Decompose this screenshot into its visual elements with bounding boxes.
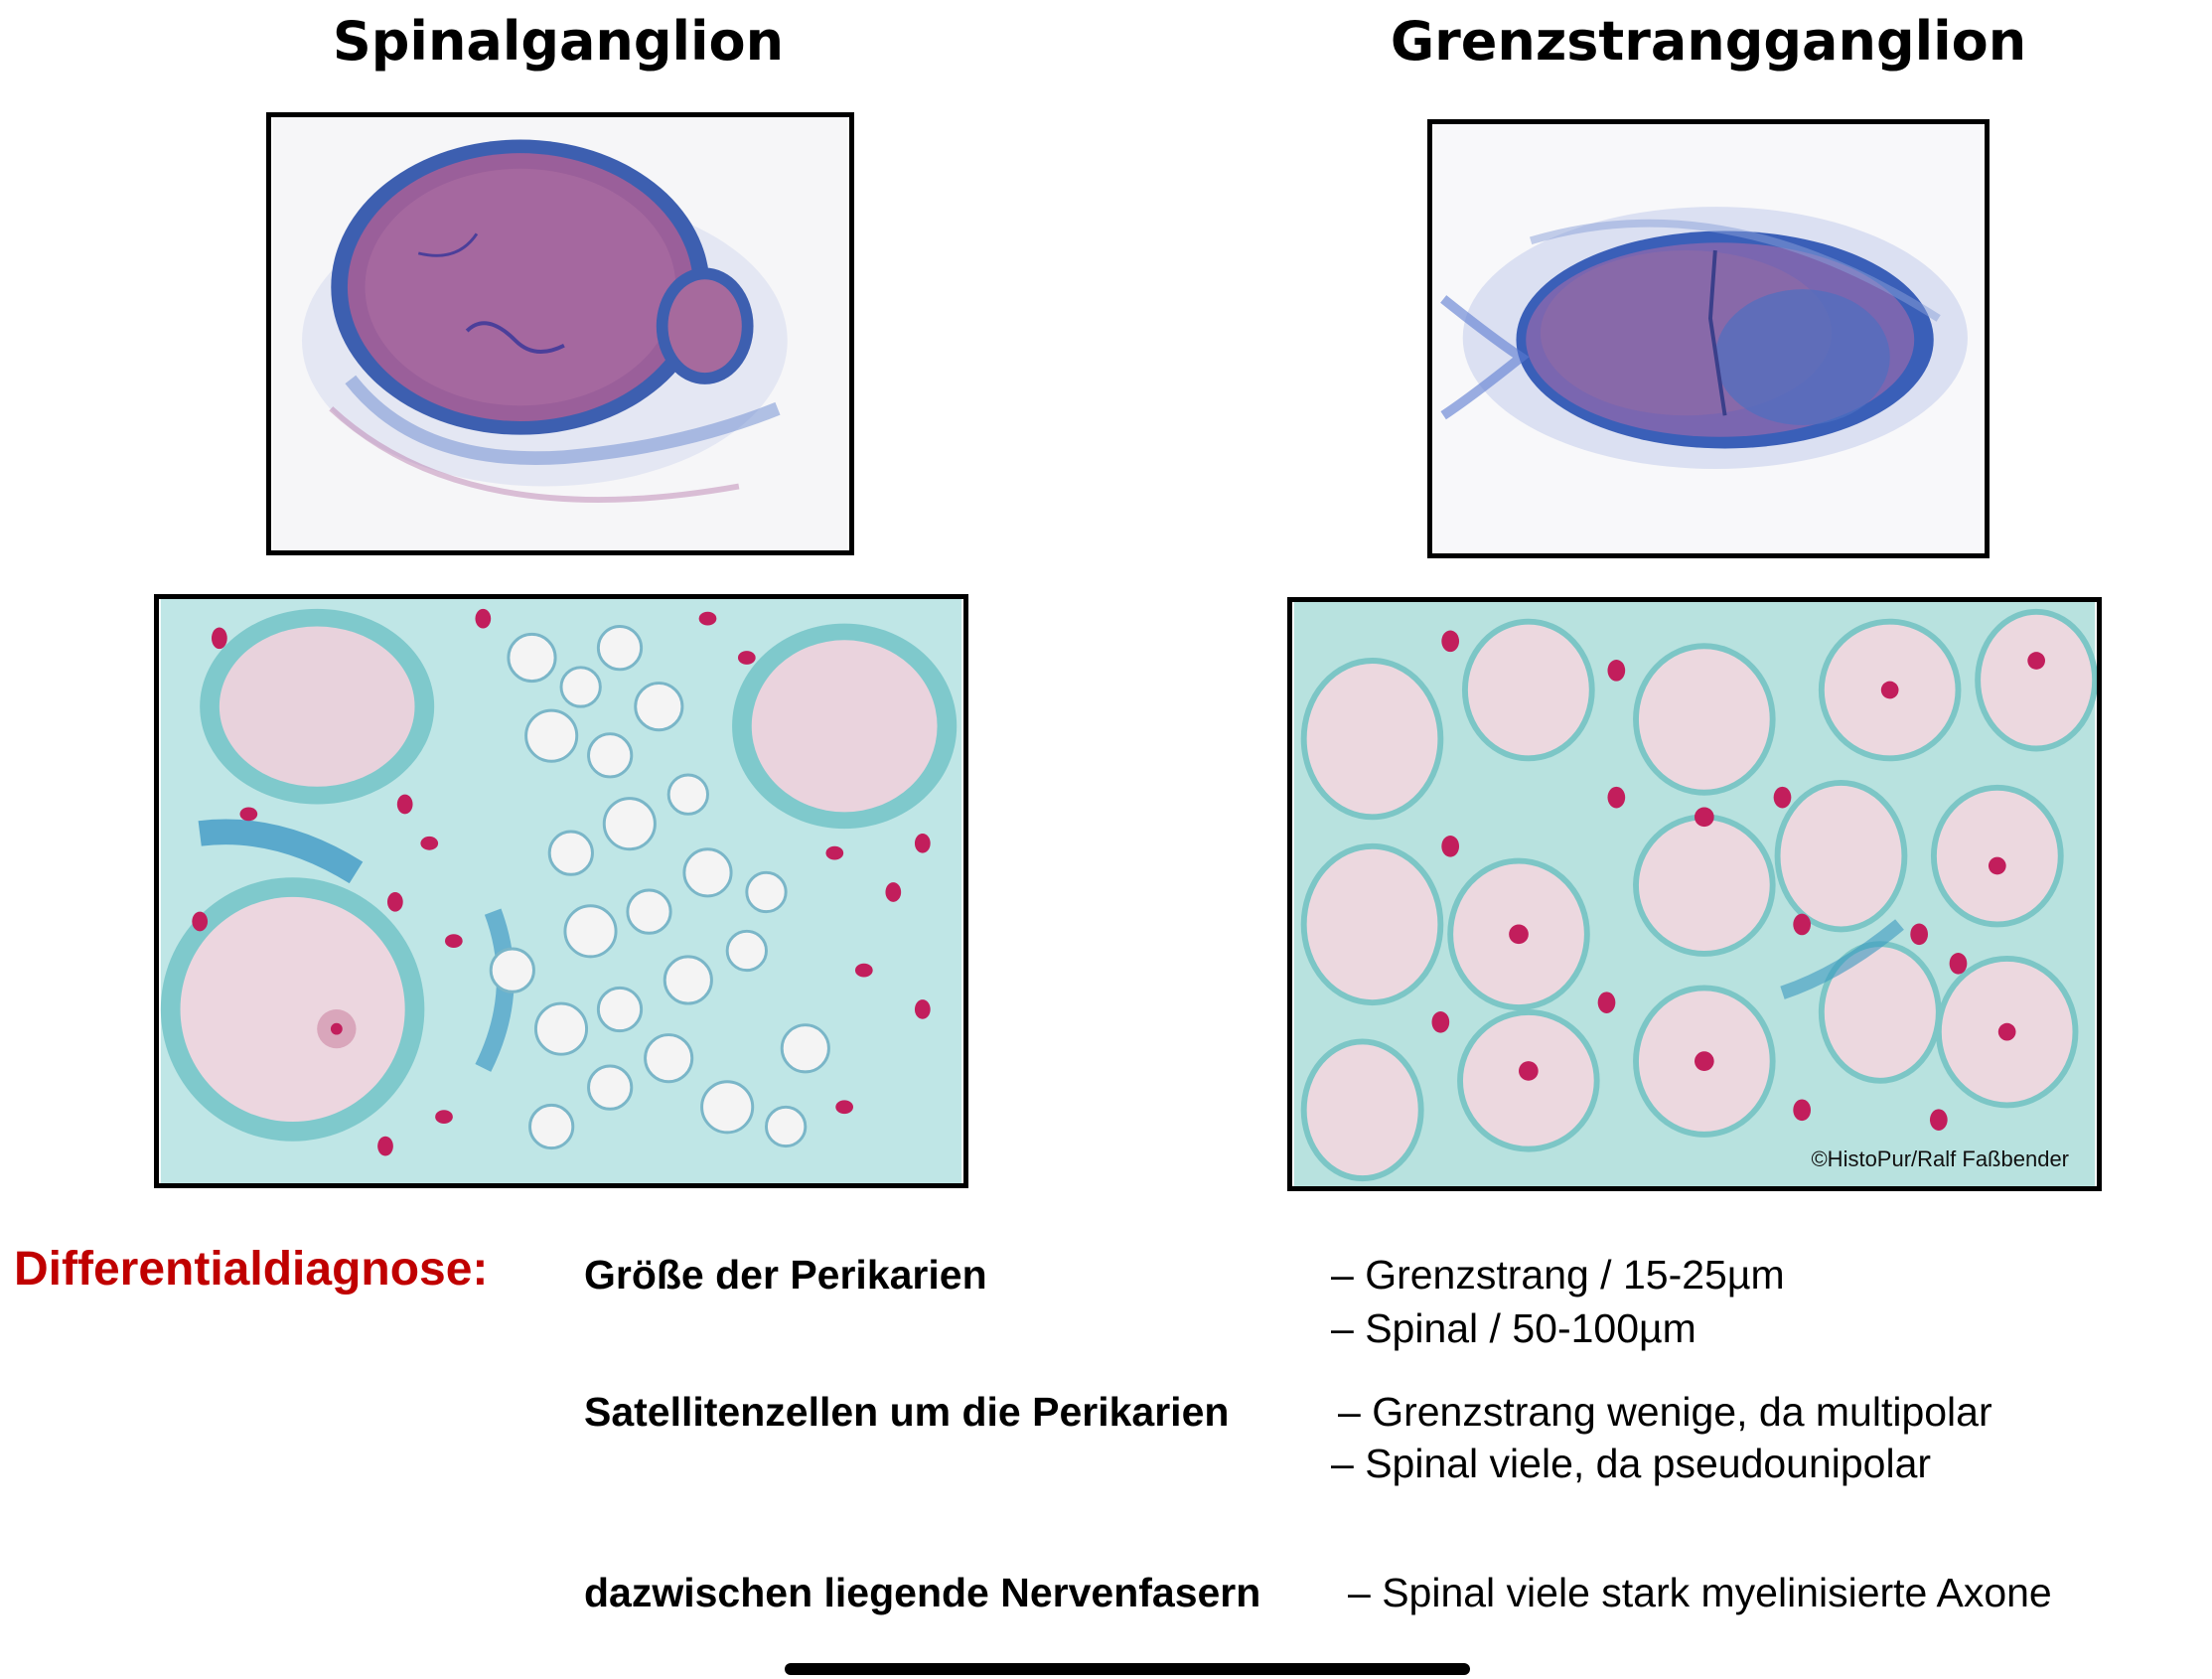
criterion-satellite-line-2: – Spinal viele, da pseudounipolar (1331, 1441, 1932, 1486)
spinal-ganglion-overview-icon (272, 117, 848, 550)
criterion-fibers-title: dazwischen liegende Nervenfasern (584, 1570, 1261, 1615)
criterion-size-line-2: – Spinal / 50-100µm (1331, 1305, 1696, 1351)
criterion-size-title: Größe der Perikarien (584, 1252, 987, 1297)
spinal-ganglion-detail-image (154, 594, 968, 1188)
bottom-divider-bar (785, 1663, 1470, 1675)
sympathetic-ganglion-detail-icon (1293, 602, 2097, 1186)
criterion-size-line-1: – Grenzstrang / 15-25µm (1331, 1252, 1785, 1297)
copyright-text: ©HistoPur/Ralf Faßbender (1811, 1146, 2069, 1171)
sympathetic-ganglion-overview-icon (1433, 124, 1984, 553)
heading-grenzstrangganglion: Grenzstrangganglion (1390, 10, 2027, 73)
criterion-fibers-line-1: – Spinal viele stark myelinisierte Axone (1348, 1570, 2052, 1615)
criterion-satellite-title: Satellitenzellen um die Perikarien (584, 1389, 1230, 1435)
sympathetic-ganglion-overview-image (1427, 119, 1990, 558)
spinal-ganglion-overview-image (266, 112, 854, 555)
heading-spinalganglion: Spinalganglion (332, 10, 785, 73)
criterion-satellite-line-1: – Grenzstrang wenige, da multipolar (1338, 1389, 1992, 1435)
sympathetic-ganglion-detail-image: ©HistoPur/Ralf Faßbender (1287, 597, 2102, 1191)
differentialdiagnose-label: Differentialdiagnose: (14, 1243, 489, 1296)
spinal-ganglion-detail-icon (160, 599, 962, 1183)
